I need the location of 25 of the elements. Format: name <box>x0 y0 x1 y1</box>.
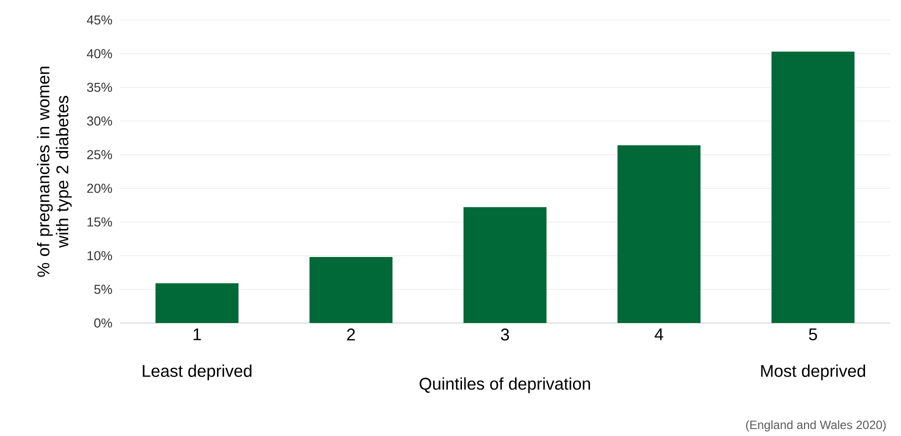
y-tick-label: 15% <box>88 217 112 227</box>
y-tick-label: 45% <box>86 15 112 25</box>
x-tick-label: 3 <box>500 328 509 341</box>
bar <box>464 207 547 323</box>
y-tick-label: 40% <box>86 49 112 58</box>
text: (England and Wales 2020) <box>746 420 886 432</box>
y-tick-label: 10% <box>88 251 112 260</box>
x-tick-label: 2 <box>347 328 355 340</box>
x-tick-label: 1 <box>194 328 201 340</box>
y-tick-label: 5% <box>94 284 112 294</box>
bar <box>772 52 855 323</box>
y-tick-label: 0% <box>94 318 112 328</box>
y-axis-title: % of pregnancies in women with type 2 diabetes <box>37 66 72 277</box>
text: Least deprived <box>142 364 252 380</box>
x-axis-title: Quintiles of deprivation <box>420 377 590 394</box>
x-tick-label: 5 <box>808 328 817 340</box>
text: Most deprived <box>761 364 866 380</box>
y-tick-label: 35% <box>87 82 112 92</box>
y-tick-label: 25% <box>87 150 112 160</box>
y-tick-label: 20% <box>87 184 112 193</box>
bar <box>156 283 238 323</box>
y-tick-label: 30% <box>87 116 112 126</box>
x-tick-label: 4 <box>654 328 664 340</box>
bar <box>618 145 701 323</box>
bar <box>310 257 392 323</box>
